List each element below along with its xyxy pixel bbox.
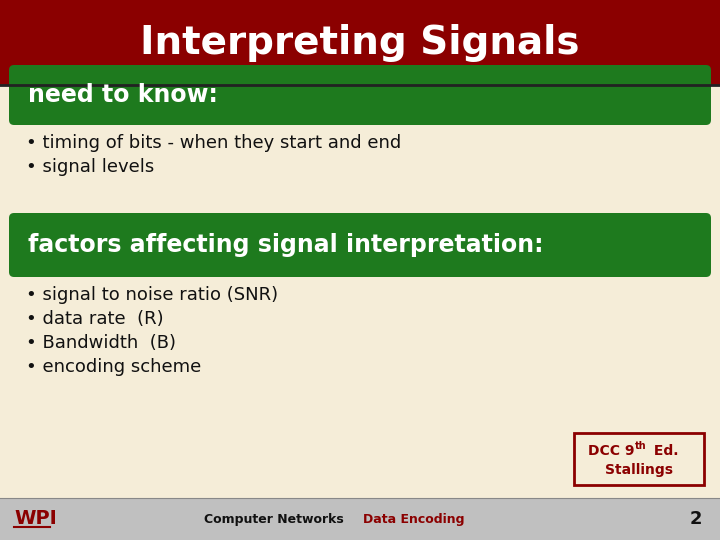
Text: • encoding scheme: • encoding scheme — [26, 358, 202, 376]
Text: • signal to noise ratio (SNR): • signal to noise ratio (SNR) — [26, 286, 278, 304]
Text: • Bandwidth  (B): • Bandwidth (B) — [26, 334, 176, 352]
Text: need to know:: need to know: — [28, 83, 218, 107]
Text: • signal levels: • signal levels — [26, 158, 154, 176]
Text: DCC 9: DCC 9 — [588, 444, 635, 458]
Bar — [0, 0, 720, 85]
Text: th: th — [635, 441, 647, 451]
Text: Data Encoding: Data Encoding — [364, 512, 464, 525]
FancyBboxPatch shape — [9, 213, 711, 277]
Text: Ed.: Ed. — [649, 444, 678, 458]
Text: • timing of bits - when they start and end: • timing of bits - when they start and e… — [26, 134, 401, 152]
Text: WPI: WPI — [14, 510, 57, 529]
FancyBboxPatch shape — [9, 65, 711, 125]
Text: Computer Networks: Computer Networks — [204, 512, 343, 525]
Bar — [0, 498, 720, 540]
Text: Stallings: Stallings — [605, 463, 673, 477]
Text: factors affecting signal interpretation:: factors affecting signal interpretation: — [28, 233, 544, 257]
FancyBboxPatch shape — [574, 433, 704, 485]
Text: 2: 2 — [690, 510, 702, 528]
Text: Interpreting Signals: Interpreting Signals — [140, 24, 580, 62]
Text: • data rate  (R): • data rate (R) — [26, 310, 163, 328]
